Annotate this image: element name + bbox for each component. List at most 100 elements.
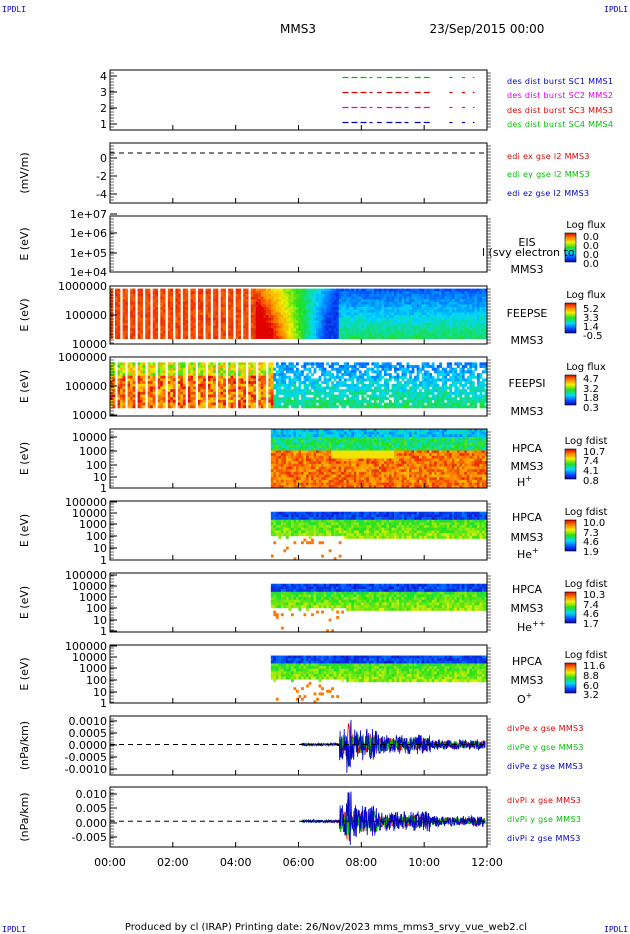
feepse-cell (343, 288, 347, 292)
feepse-cell (205, 320, 209, 324)
feepse-cell (338, 328, 342, 332)
feepsi-cell (449, 383, 453, 387)
feepsi-cell (187, 383, 191, 387)
feepsi-cell (351, 389, 355, 393)
feepsi-cell (338, 375, 342, 379)
feepsi-cell (471, 397, 475, 401)
feepsi-cell (177, 383, 181, 387)
feepse-cell (484, 304, 488, 308)
feepsi-cell (192, 370, 196, 374)
feepse-cell (182, 320, 186, 324)
feepsi-cell (180, 365, 184, 369)
feepse-cell (147, 301, 151, 305)
feepsi-cell (157, 375, 161, 379)
feepse-cell (368, 296, 372, 300)
eis-ylabel: E (eV) (18, 227, 31, 260)
feepsi-cell (449, 370, 453, 374)
feepsi-cell (238, 383, 241, 387)
feepsi-cell (366, 378, 370, 382)
feepsi-cell (441, 391, 445, 395)
feepse-cell (429, 333, 433, 337)
feepsi-cell (399, 383, 402, 387)
feepse-cell (208, 307, 211, 311)
feepse-cell (346, 325, 350, 329)
feepse-cell (459, 317, 463, 321)
feepsi-cell (285, 405, 289, 409)
feepse-cell (155, 330, 159, 334)
hpca_h-cell (290, 429, 294, 432)
feepse-cell (439, 330, 443, 334)
feepsi-cell (120, 389, 123, 393)
feepsi-cell (160, 386, 164, 390)
feepse-cell (301, 325, 304, 329)
feepsi-cell (240, 405, 244, 409)
feepsi-cell (416, 405, 420, 409)
feepse-cell (308, 325, 312, 329)
feepse-cell (381, 309, 385, 313)
feepsi-cell (416, 394, 420, 398)
feepse-cell (378, 307, 382, 311)
feepse-cell (260, 320, 264, 324)
feepse-cell (175, 322, 179, 326)
feepse-cell (208, 312, 211, 316)
feepsi-cell (238, 391, 241, 395)
feepsi-cell (326, 405, 329, 409)
feepse-cell (205, 304, 209, 308)
feepse-cell (125, 320, 128, 324)
feepse-cell (474, 322, 478, 326)
feepsi-cell (147, 397, 151, 401)
feepsi-cell (253, 362, 257, 366)
feepsi-cell (396, 397, 400, 401)
hpca_h-cell (275, 429, 279, 432)
feepse-cell (318, 291, 322, 295)
feepsi-cell (132, 391, 136, 395)
feepsi-cell (361, 362, 365, 366)
feepsi-cell (110, 362, 113, 366)
feepse-cell (476, 328, 480, 332)
feepsi-cell (343, 399, 347, 403)
feepse-cell (436, 333, 440, 337)
feepsi-cell (187, 386, 191, 390)
feepsi-cell (213, 394, 216, 398)
feepse-cell (147, 333, 151, 337)
hpca_h-cell (280, 479, 284, 483)
feepse-cell (436, 291, 440, 295)
feepse-cell (167, 304, 171, 308)
feepsi-cell (406, 405, 410, 409)
feepse-cell (263, 320, 267, 324)
feepsi-cell (187, 365, 191, 369)
feepsi-cell (298, 373, 302, 377)
hpca_h-cell (283, 455, 287, 459)
feepsi-cell (253, 399, 257, 403)
feepse-cell (401, 293, 405, 297)
feepsi-cell (439, 394, 443, 398)
feepse-cell (175, 288, 179, 292)
feepsi-cell (280, 373, 284, 377)
feepsi-cell (378, 397, 382, 401)
feepse-cell (290, 320, 294, 324)
feepse-cell (441, 293, 445, 297)
feepse-cell (466, 293, 470, 297)
feepse-cell (147, 288, 151, 292)
feepse-cell (471, 333, 475, 337)
feepsi-cell (449, 394, 453, 398)
feepse-cell (326, 328, 329, 332)
feepsi-cell (260, 389, 264, 393)
feepse-cell (358, 325, 362, 329)
feepse-cell (263, 333, 267, 337)
feepse-cell (439, 325, 443, 329)
feepse-cell (235, 312, 239, 316)
feepse-cell (200, 299, 204, 303)
feepse-cell (280, 317, 284, 321)
feepse-cell (220, 301, 224, 305)
feepse-cell (192, 336, 196, 340)
feepsi-cell (218, 391, 221, 395)
feepse-cell (424, 307, 427, 311)
feepsi-cell (396, 405, 400, 409)
feepsi-cell (250, 362, 254, 366)
feepsi-cell (132, 370, 136, 374)
feepse-cell (175, 330, 179, 334)
feepsi-cell (258, 375, 262, 379)
feepse-cell (471, 320, 475, 324)
feepsi-cell (295, 370, 299, 374)
